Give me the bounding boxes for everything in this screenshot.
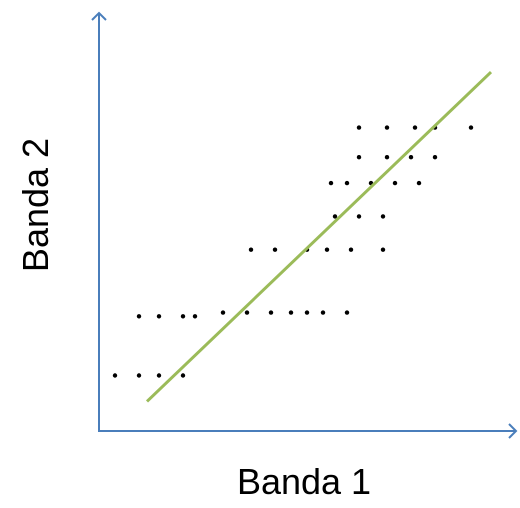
data-point — [356, 125, 362, 130]
data-point — [412, 125, 418, 130]
data-point — [156, 373, 162, 378]
data-point — [180, 373, 186, 378]
data-point — [468, 125, 474, 130]
data-point — [344, 180, 350, 186]
data-point — [136, 314, 142, 319]
data-point — [304, 310, 310, 315]
data-points — [112, 125, 474, 378]
data-point — [384, 155, 390, 160]
data-point — [180, 314, 186, 319]
data-point — [220, 310, 226, 315]
data-point — [348, 247, 354, 252]
data-point — [268, 310, 274, 315]
data-point — [244, 310, 250, 315]
data-point — [356, 155, 362, 160]
data-point — [416, 180, 422, 186]
data-point — [392, 180, 398, 186]
trend-line — [145, 71, 493, 403]
data-point — [380, 247, 386, 252]
data-point — [248, 247, 254, 252]
data-point — [112, 373, 118, 378]
data-point — [136, 373, 142, 378]
data-point — [344, 310, 350, 315]
data-point — [356, 214, 362, 219]
data-point — [380, 214, 386, 219]
data-point — [324, 247, 330, 252]
data-point — [272, 247, 278, 252]
data-point — [432, 155, 438, 160]
x-axis-label: Banda 1 — [237, 461, 371, 502]
data-point — [288, 310, 294, 315]
data-point — [156, 314, 162, 319]
data-point — [320, 310, 326, 315]
data-point — [408, 155, 414, 160]
data-point — [328, 180, 334, 186]
data-point — [384, 125, 390, 130]
data-point — [332, 214, 338, 219]
y-axis-label: Banda 2 — [15, 138, 56, 272]
data-point — [192, 314, 198, 319]
